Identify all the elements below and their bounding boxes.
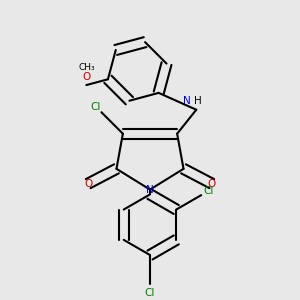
Text: N: N — [183, 96, 191, 106]
Text: Cl: Cl — [91, 102, 101, 112]
Text: O: O — [208, 178, 216, 189]
Text: O: O — [84, 178, 92, 189]
Text: Cl: Cl — [204, 186, 214, 196]
Text: CH₃: CH₃ — [78, 63, 94, 72]
Text: H: H — [194, 96, 202, 106]
Text: O: O — [82, 72, 91, 82]
Text: Cl: Cl — [145, 288, 155, 298]
Text: N: N — [146, 184, 154, 195]
